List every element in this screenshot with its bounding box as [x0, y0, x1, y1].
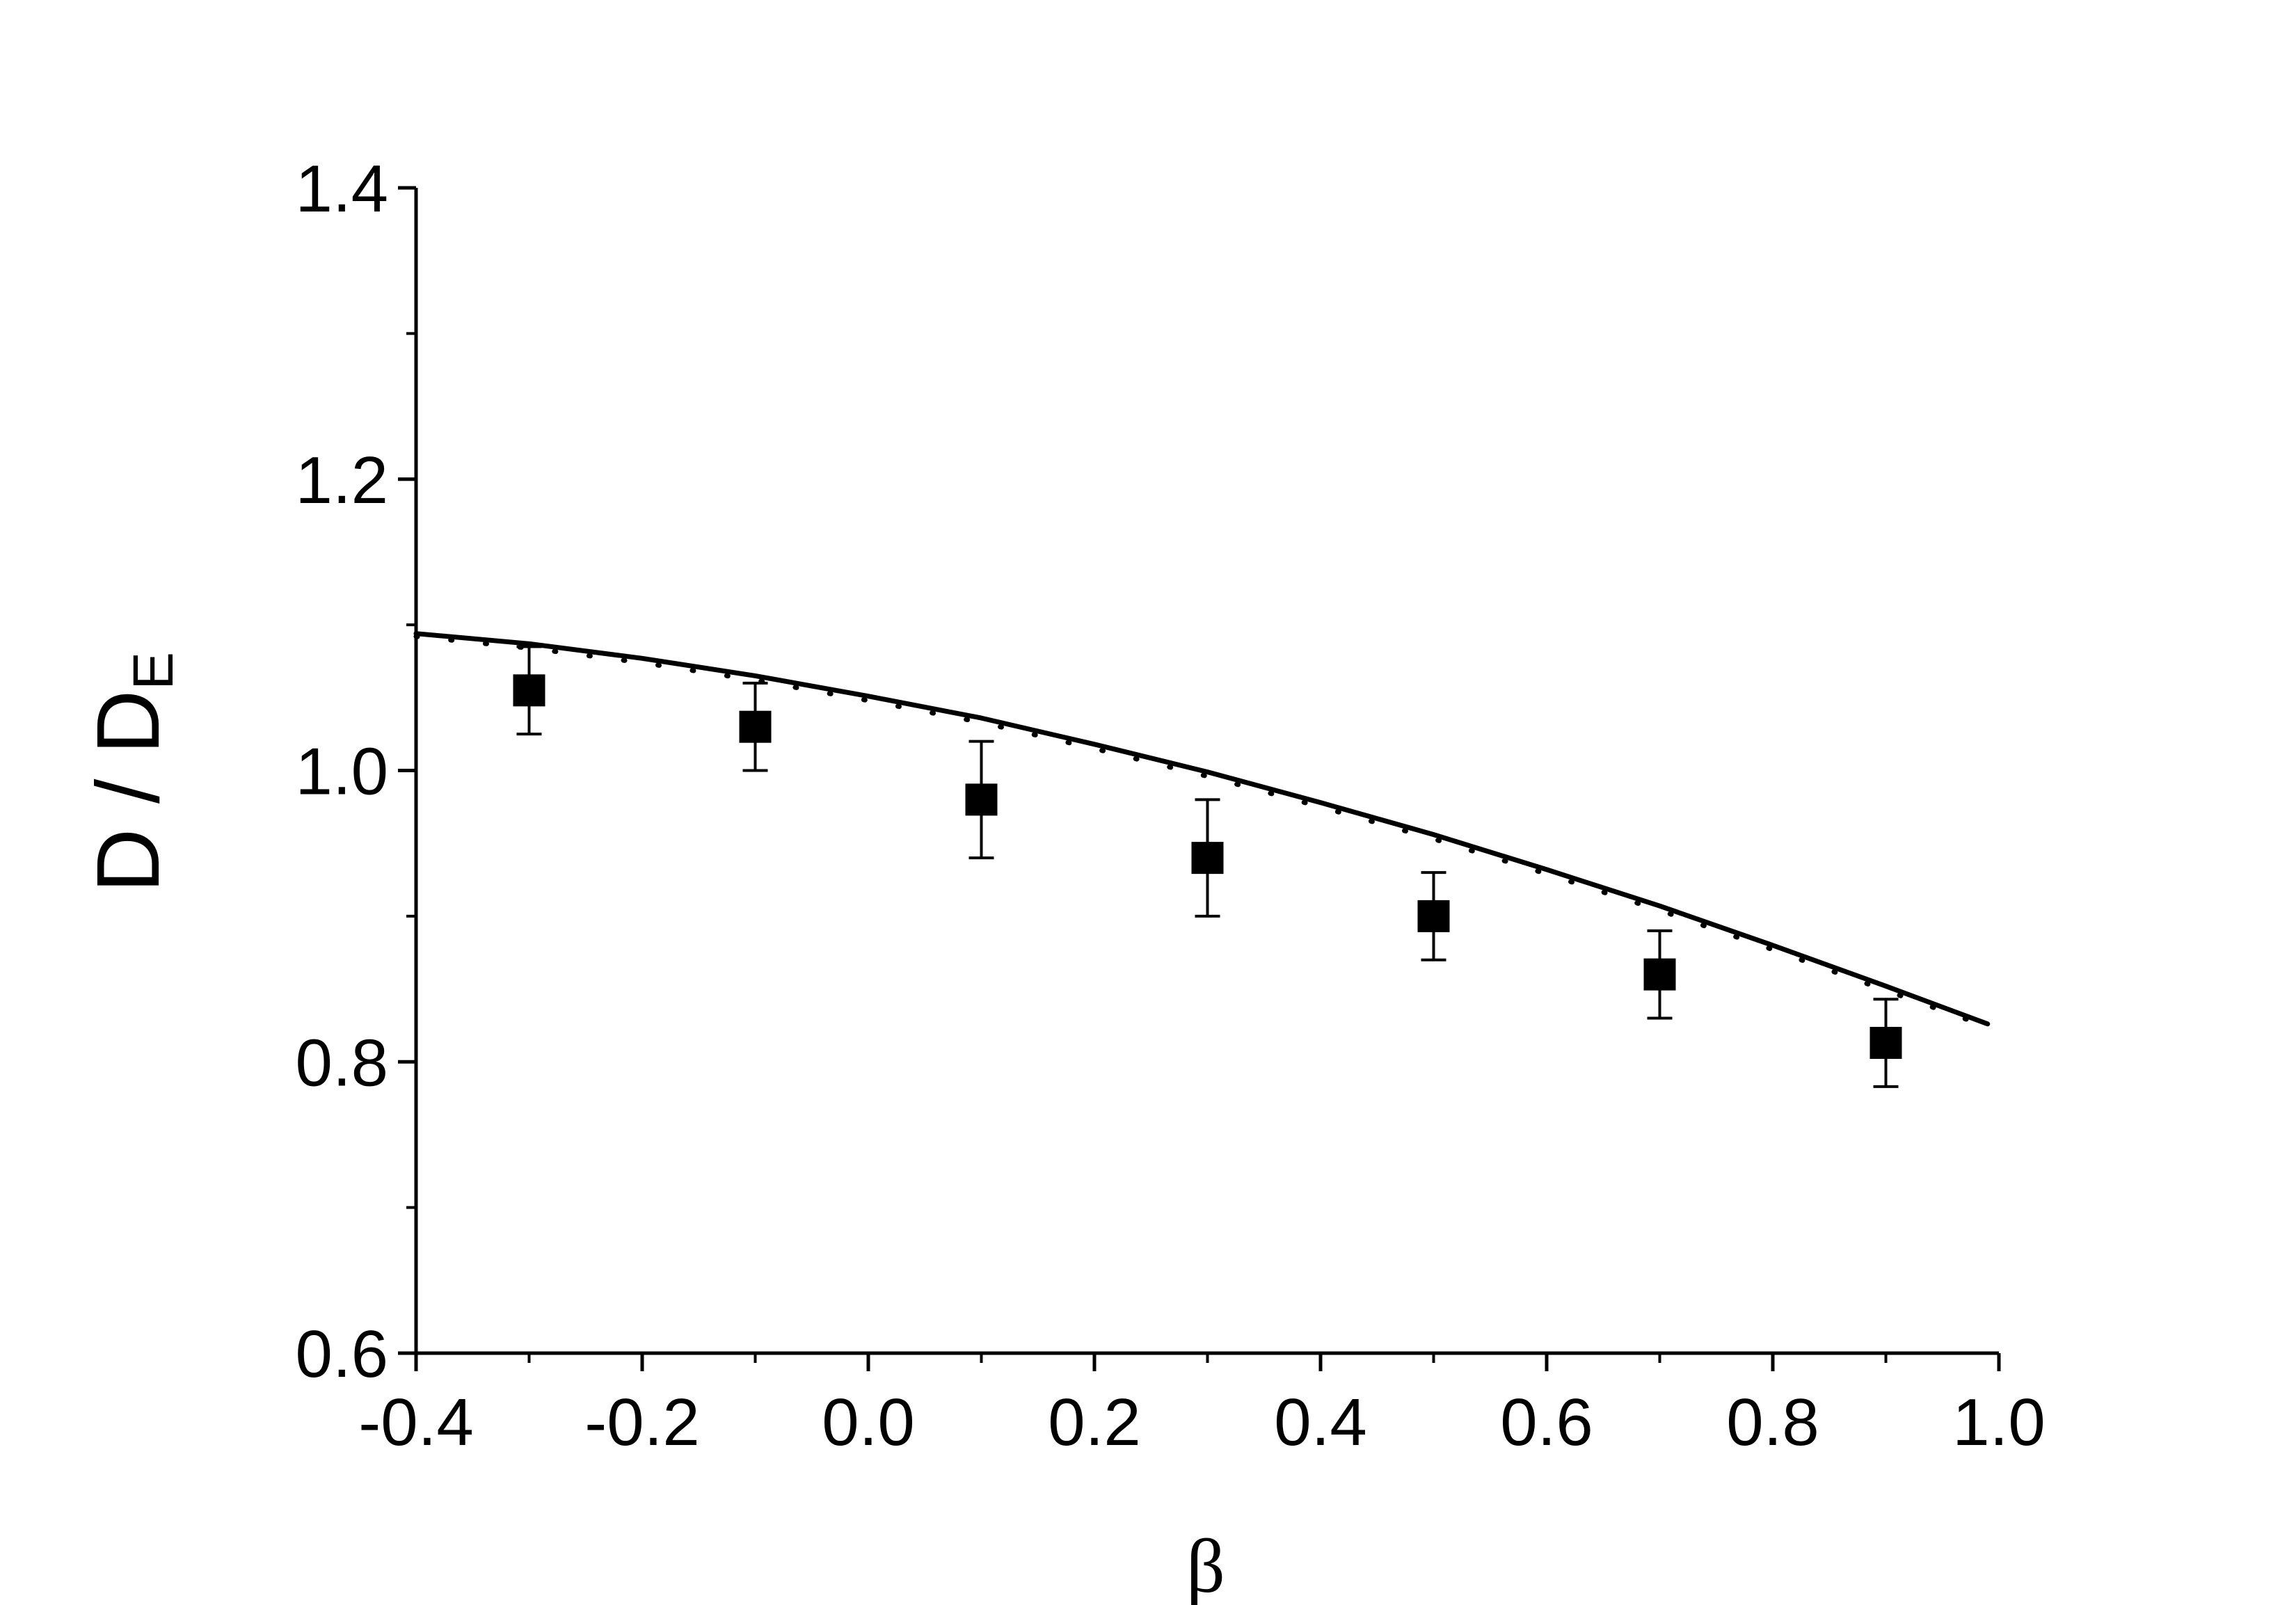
data-point-marker [1417, 900, 1450, 932]
x-tick-label: 0.4 [1274, 1385, 1366, 1460]
data-point-marker [513, 674, 545, 707]
data-point-marker [1643, 958, 1676, 991]
plot-lines [413, 631, 1991, 1030]
dotted-curve [413, 634, 1991, 1030]
y-tick-label: 1.0 [296, 735, 388, 809]
y-tick-label: 0.6 [296, 1317, 388, 1391]
data-point-marker [1870, 1027, 1902, 1060]
x-tick-label: 0.2 [1048, 1385, 1140, 1460]
y-tick-label: 1.4 [296, 152, 388, 226]
x-tick-label: -0.2 [584, 1385, 699, 1460]
x-tick-label: 0.0 [822, 1385, 914, 1460]
y-axis-ticks: 0.6 0.8 1.0 1.2 1.4 [296, 152, 416, 1391]
y-axis-title-main: D / D [79, 690, 178, 893]
plot-markers [513, 674, 1902, 1060]
data-point-marker [1191, 842, 1224, 875]
x-tick-label: 0.6 [1500, 1385, 1593, 1460]
y-axis-title-subscript: E [122, 652, 185, 690]
y-axis-title: D / DE [79, 652, 185, 893]
y-tick-label: 1.2 [296, 443, 388, 518]
data-point-marker [965, 783, 998, 816]
solid-curve [413, 631, 1991, 1027]
x-tick-label: -0.4 [358, 1385, 473, 1460]
data-point-marker [739, 710, 772, 743]
x-axis-title: β [1186, 1524, 1225, 1605]
x-tick-label: 0.8 [1726, 1385, 1819, 1460]
y-tick-label: 0.8 [296, 1025, 388, 1100]
x-axis-ticks: -0.4 -0.2 0.0 0.2 0.4 0.6 0.8 1.0 [358, 1353, 2046, 1460]
x-tick-label: 1.0 [1952, 1385, 2045, 1460]
